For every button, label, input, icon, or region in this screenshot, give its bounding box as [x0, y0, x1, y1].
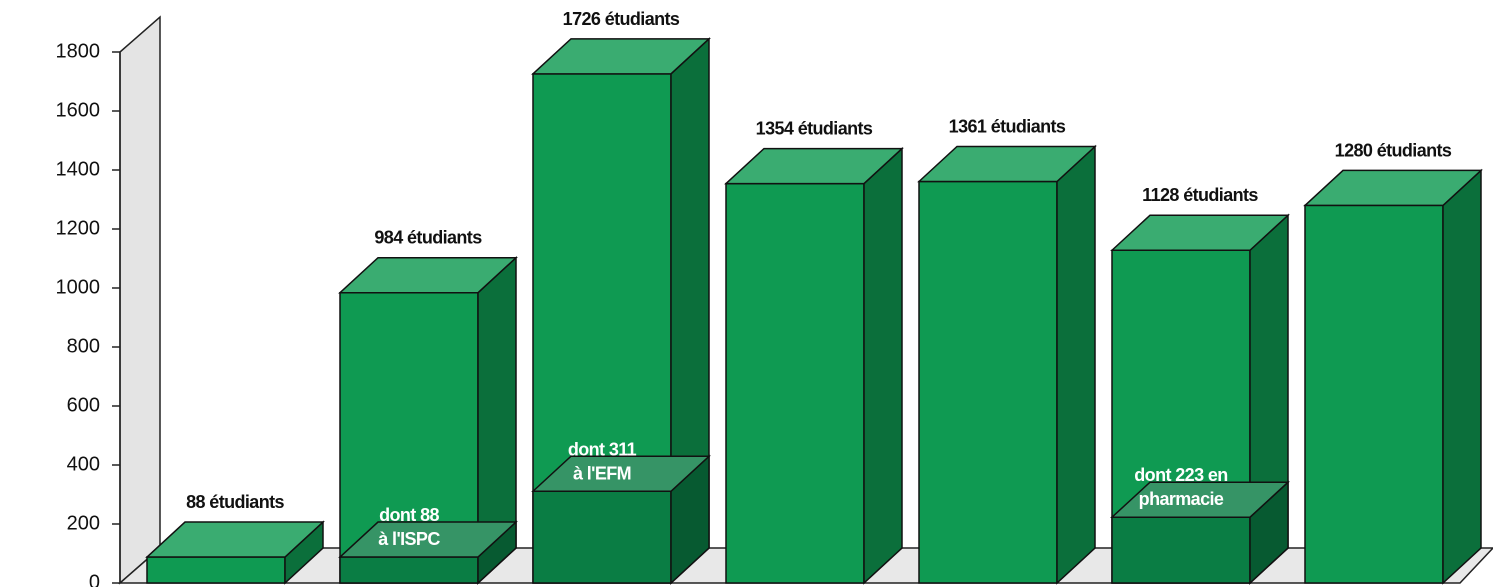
- bar-top: [724, 147, 904, 185]
- subset-label: dont 311: [568, 439, 637, 459]
- bar-front: [725, 182, 865, 584]
- y-tick-label: 400: [67, 453, 100, 475]
- y-tick-label: 1600: [56, 99, 101, 121]
- bar-side: [1442, 168, 1482, 585]
- subset-label: pharmacie: [1139, 489, 1224, 509]
- bar-front: [146, 556, 286, 584]
- bar-top: [1303, 169, 1483, 207]
- subset-label: dont 88: [379, 505, 439, 525]
- bar-side: [1056, 144, 1096, 585]
- bar-top: [917, 145, 1097, 183]
- bar-front: [918, 180, 1058, 584]
- y-tick-label: 1800: [56, 40, 101, 62]
- bar-top: [1110, 214, 1290, 251]
- bar-top: [145, 521, 325, 558]
- y-tick-label: 200: [67, 512, 100, 534]
- y-tick-label: 1200: [56, 217, 101, 239]
- y-tick-label: 800: [67, 335, 100, 357]
- value-label: 1280 étudiants: [1335, 140, 1452, 160]
- value-label: 984 étudiants: [374, 228, 482, 248]
- value-label: 1726 étudiants: [563, 9, 680, 29]
- bar-top: [338, 521, 518, 558]
- bar: [917, 144, 1097, 585]
- bar-top: [1110, 481, 1290, 518]
- subset-label: à l'EFM: [573, 463, 631, 483]
- back-wall: [119, 15, 161, 585]
- value-label: 1128 étudiants: [1142, 185, 1258, 205]
- bar: [1110, 480, 1290, 585]
- subset-label: à l'ISPC: [378, 529, 440, 549]
- y-tick-label: 0: [89, 571, 100, 587]
- value-label: 88 étudiants: [186, 492, 284, 512]
- bar: [338, 520, 518, 585]
- subset-label: dont 223 en: [1134, 465, 1227, 485]
- value-label: 1354 étudiants: [756, 119, 873, 139]
- value-label: 1361 étudiants: [949, 117, 1066, 137]
- bar-front: [339, 556, 479, 584]
- bar-top: [338, 256, 518, 294]
- y-tick-label: 1000: [56, 276, 101, 298]
- bar: [724, 146, 904, 585]
- bar-side: [863, 146, 903, 585]
- bar-front: [532, 490, 672, 584]
- bar-top: [531, 455, 711, 493]
- bar: [531, 454, 711, 585]
- bar: [1303, 168, 1483, 585]
- bar-front: [1111, 516, 1251, 584]
- bar-front: [1304, 204, 1444, 584]
- bar: [145, 520, 325, 585]
- bar-top: [531, 38, 711, 75]
- y-tick-label: 1400: [56, 158, 101, 180]
- y-tick-label: 600: [67, 394, 100, 416]
